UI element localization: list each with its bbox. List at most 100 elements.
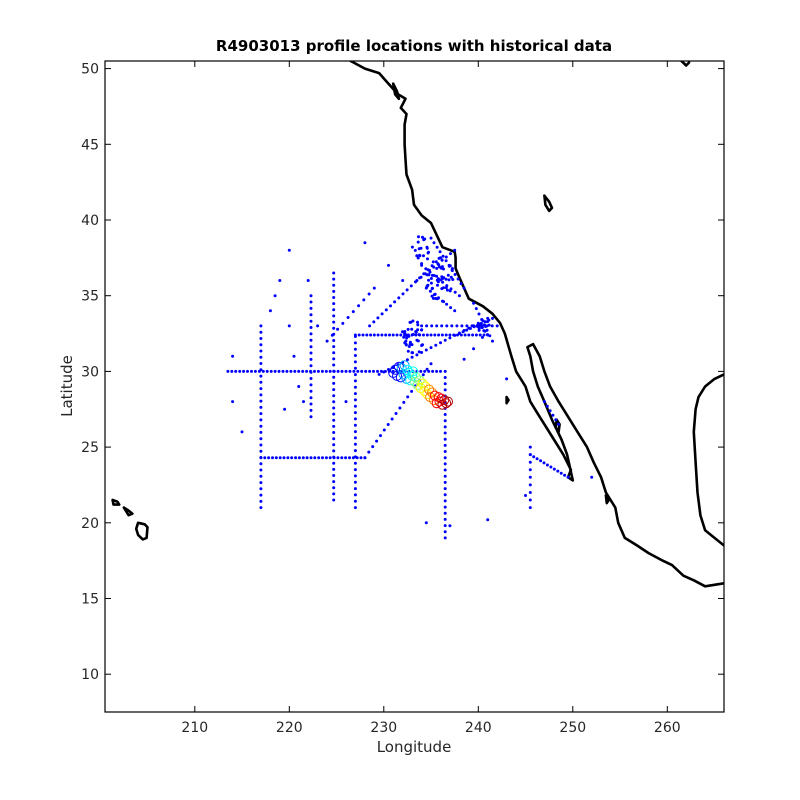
historical-point-391 xyxy=(465,328,469,332)
historical-point-470 xyxy=(409,320,413,324)
historical-point-479 xyxy=(447,278,451,282)
historical-point-137 xyxy=(332,296,336,299)
historical-point-544 xyxy=(486,333,489,337)
historical-point-516 xyxy=(433,292,437,296)
historical-point-261 xyxy=(443,530,447,534)
historical-point-243 xyxy=(443,419,447,423)
historical-point-67 xyxy=(305,456,309,460)
historical-point-539 xyxy=(421,235,424,239)
historical-point-245 xyxy=(443,431,447,435)
historical-point-500 xyxy=(436,283,439,287)
historical-point-422 xyxy=(549,465,553,469)
historical-point-557 xyxy=(479,322,483,326)
historical-point-574 xyxy=(363,241,367,245)
historical-point-467 xyxy=(403,332,407,336)
historical-point-526 xyxy=(416,256,420,260)
historical-point-120 xyxy=(309,338,313,342)
historical-point-73 xyxy=(328,456,332,460)
historical-point-543 xyxy=(416,240,420,244)
historical-point-217 xyxy=(422,333,425,337)
historical-point-180 xyxy=(353,392,357,396)
historical-point-350 xyxy=(419,275,423,279)
historical-point-413 xyxy=(528,491,532,494)
historical-point-230 xyxy=(471,333,475,337)
historical-point-287 xyxy=(405,358,409,362)
historical-point-512 xyxy=(430,273,434,277)
historical-point-561 xyxy=(240,430,244,434)
x-tick-label-230: 230 xyxy=(370,720,397,736)
historical-point-139 xyxy=(332,308,336,312)
historical-point-0 xyxy=(226,369,230,373)
historical-point-531 xyxy=(410,245,414,249)
historical-point-522 xyxy=(425,285,429,289)
historical-point-452 xyxy=(404,339,408,343)
historical-point-3 xyxy=(238,369,242,373)
historical-point-126 xyxy=(309,377,313,380)
historical-point-128 xyxy=(309,389,313,393)
historical-point-528 xyxy=(413,248,417,252)
historical-point-571 xyxy=(306,279,310,282)
historical-point-433 xyxy=(557,422,561,426)
historical-point-251 xyxy=(443,468,447,472)
historical-point-334 xyxy=(380,312,384,316)
historical-point-221 xyxy=(437,333,441,337)
historical-point-268 xyxy=(382,428,386,432)
historical-point-266 xyxy=(375,439,379,443)
historical-point-282 xyxy=(382,370,386,374)
historical-point-122 xyxy=(309,351,313,355)
historical-point-374 xyxy=(445,302,449,306)
historical-point-536 xyxy=(426,251,430,255)
historical-point-358 xyxy=(453,248,457,252)
historical-point-415 xyxy=(528,506,532,510)
y-tick-label-15: 15 xyxy=(81,592,99,608)
float-track-layer xyxy=(388,360,453,410)
historical-point-388 xyxy=(462,286,466,290)
historical-point-173 xyxy=(353,347,357,351)
historical-point-136 xyxy=(332,289,336,293)
historical-point-402 xyxy=(480,318,484,321)
historical-point-28 xyxy=(336,369,340,373)
historical-point-281 xyxy=(377,372,381,376)
historical-point-110 xyxy=(259,493,263,497)
historical-point-356 xyxy=(444,255,448,259)
historical-point-68 xyxy=(309,456,313,460)
historical-point-472 xyxy=(420,344,424,347)
historical-point-309 xyxy=(440,324,444,328)
historical-point-549 xyxy=(487,323,491,327)
historical-point-95 xyxy=(259,399,263,403)
historical-point-53 xyxy=(435,369,439,373)
historical-point-127 xyxy=(309,383,313,387)
historical-point-105 xyxy=(259,462,263,466)
historical-point-167 xyxy=(332,480,336,484)
historical-point-554 xyxy=(486,320,489,324)
historical-point-195 xyxy=(353,487,357,491)
historical-point-306 xyxy=(425,324,429,328)
historical-point-131 xyxy=(309,408,313,412)
historical-point-192 xyxy=(353,468,357,472)
historical-point-19 xyxy=(301,369,305,373)
historical-point-91 xyxy=(259,374,263,378)
historical-point-271 xyxy=(394,412,398,415)
historical-point-389 xyxy=(457,332,461,335)
historical-point-51 xyxy=(427,369,431,373)
historical-point-428 xyxy=(542,400,546,404)
historical-point-32 xyxy=(352,369,356,373)
historical-point-83 xyxy=(259,324,263,328)
historical-point-49 xyxy=(419,369,423,373)
historical-point-337 xyxy=(393,300,397,304)
historical-point-478 xyxy=(437,256,441,260)
historical-point-155 xyxy=(332,406,336,410)
historical-point-505 xyxy=(431,260,435,264)
historical-point-274 xyxy=(406,395,410,399)
historical-point-562 xyxy=(268,309,272,313)
historical-point-33 xyxy=(356,369,360,373)
historical-point-382 xyxy=(444,259,448,263)
historical-point-9 xyxy=(261,369,265,373)
historical-point-461 xyxy=(407,334,411,338)
historical-point-222 xyxy=(440,333,444,337)
historical-point-555 xyxy=(482,329,486,333)
historical-point-267 xyxy=(379,434,382,438)
coastline-6 xyxy=(122,506,134,517)
historical-point-198 xyxy=(353,506,357,510)
historical-point-501 xyxy=(435,274,439,278)
